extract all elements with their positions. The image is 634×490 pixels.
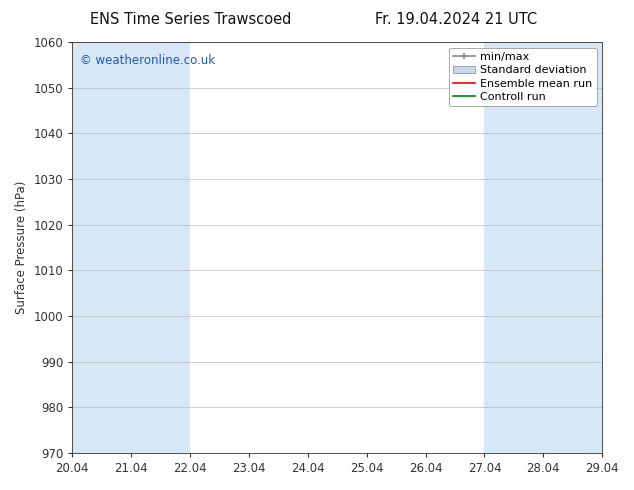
Text: Fr. 19.04.2024 21 UTC: Fr. 19.04.2024 21 UTC — [375, 12, 538, 27]
Bar — [543, 42, 602, 453]
Bar — [484, 42, 543, 453]
Y-axis label: Surface Pressure (hPa): Surface Pressure (hPa) — [15, 181, 28, 314]
Bar — [131, 42, 190, 453]
Text: © weatheronline.co.uk: © weatheronline.co.uk — [81, 54, 216, 68]
Legend: min/max, Standard deviation, Ensemble mean run, Controll run: min/max, Standard deviation, Ensemble me… — [449, 48, 597, 106]
Text: ENS Time Series Trawscoed: ENS Time Series Trawscoed — [89, 12, 291, 27]
Bar — [72, 42, 131, 453]
